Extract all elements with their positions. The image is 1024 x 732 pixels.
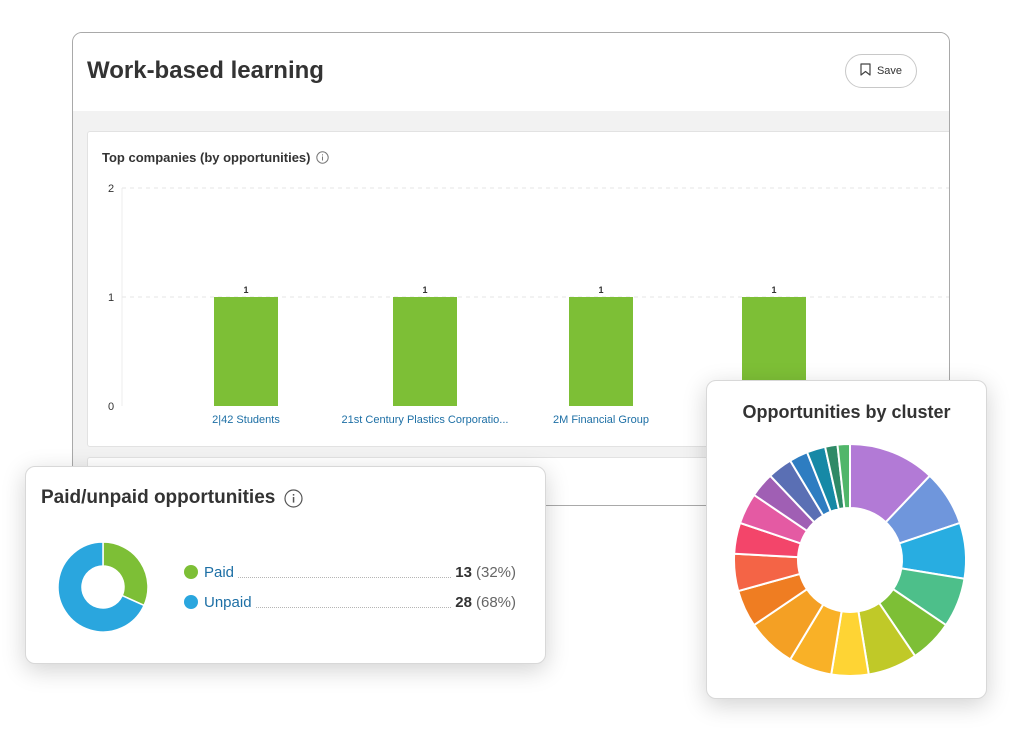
leader-line [255,596,452,608]
info-icon[interactable] [284,488,303,508]
legend-label: Unpaid [204,593,252,611]
bar[interactable] [214,297,278,406]
legend-count: 28 [455,593,472,611]
paid-dot [184,565,198,579]
cluster-donut-chart [733,442,967,677]
y-tick-label: 0 [108,401,114,413]
opportunities-by-cluster-card: Opportunities by cluster [706,380,987,699]
unpaid-dot [184,595,198,609]
category-label[interactable]: 21st Century Plastics Corporatio... [342,414,509,426]
paid-unpaid-card: Paid/unpaid opportunities Paid 13 (32%) … [25,466,546,664]
data-label: 1 [243,285,248,295]
donut-slice[interactable] [102,542,148,607]
category-label[interactable]: 2M Financial Group [553,414,649,426]
leader-line [238,566,452,578]
donut-slice[interactable] [58,542,146,632]
y-tick-label: 1 [108,292,114,304]
bookmark-icon [860,63,871,79]
legend-label: Paid [204,563,235,581]
data-label: 1 [771,285,776,295]
legend-item-paid[interactable]: Paid 13 (32%) [184,562,516,582]
top-companies-title: Top companies (by opportunities) [102,150,311,165]
info-icon[interactable] [316,151,330,164]
bar[interactable] [393,297,457,406]
data-label: 1 [422,285,427,295]
legend-item-unpaid[interactable]: Unpaid 28 (68%) [184,592,516,612]
save-button[interactable]: Save [845,54,917,88]
save-label: Save [876,65,903,77]
paid-unpaid-title: Paid/unpaid opportunities [41,487,276,508]
legend-percent: (68%) [475,593,516,611]
top-companies-bar-chart: 0 1 2 1 2|42 Students 1 21st Century Plastics … [108,183,949,426]
donut-slice[interactable] [836,442,851,510]
y-tick-label: 2 [108,183,114,195]
legend-percent: (32%) [475,563,516,581]
category-label[interactable]: 2|42 Students [212,414,280,426]
paid-unpaid-donut [58,542,148,632]
cluster-title: Opportunities by cluster [742,402,951,422]
page-header: Work-based learning Save [73,33,949,111]
data-label: 1 [598,285,603,295]
legend-count: 13 [455,563,472,581]
page-title: Work-based learning [87,57,324,84]
bar[interactable] [569,297,633,406]
